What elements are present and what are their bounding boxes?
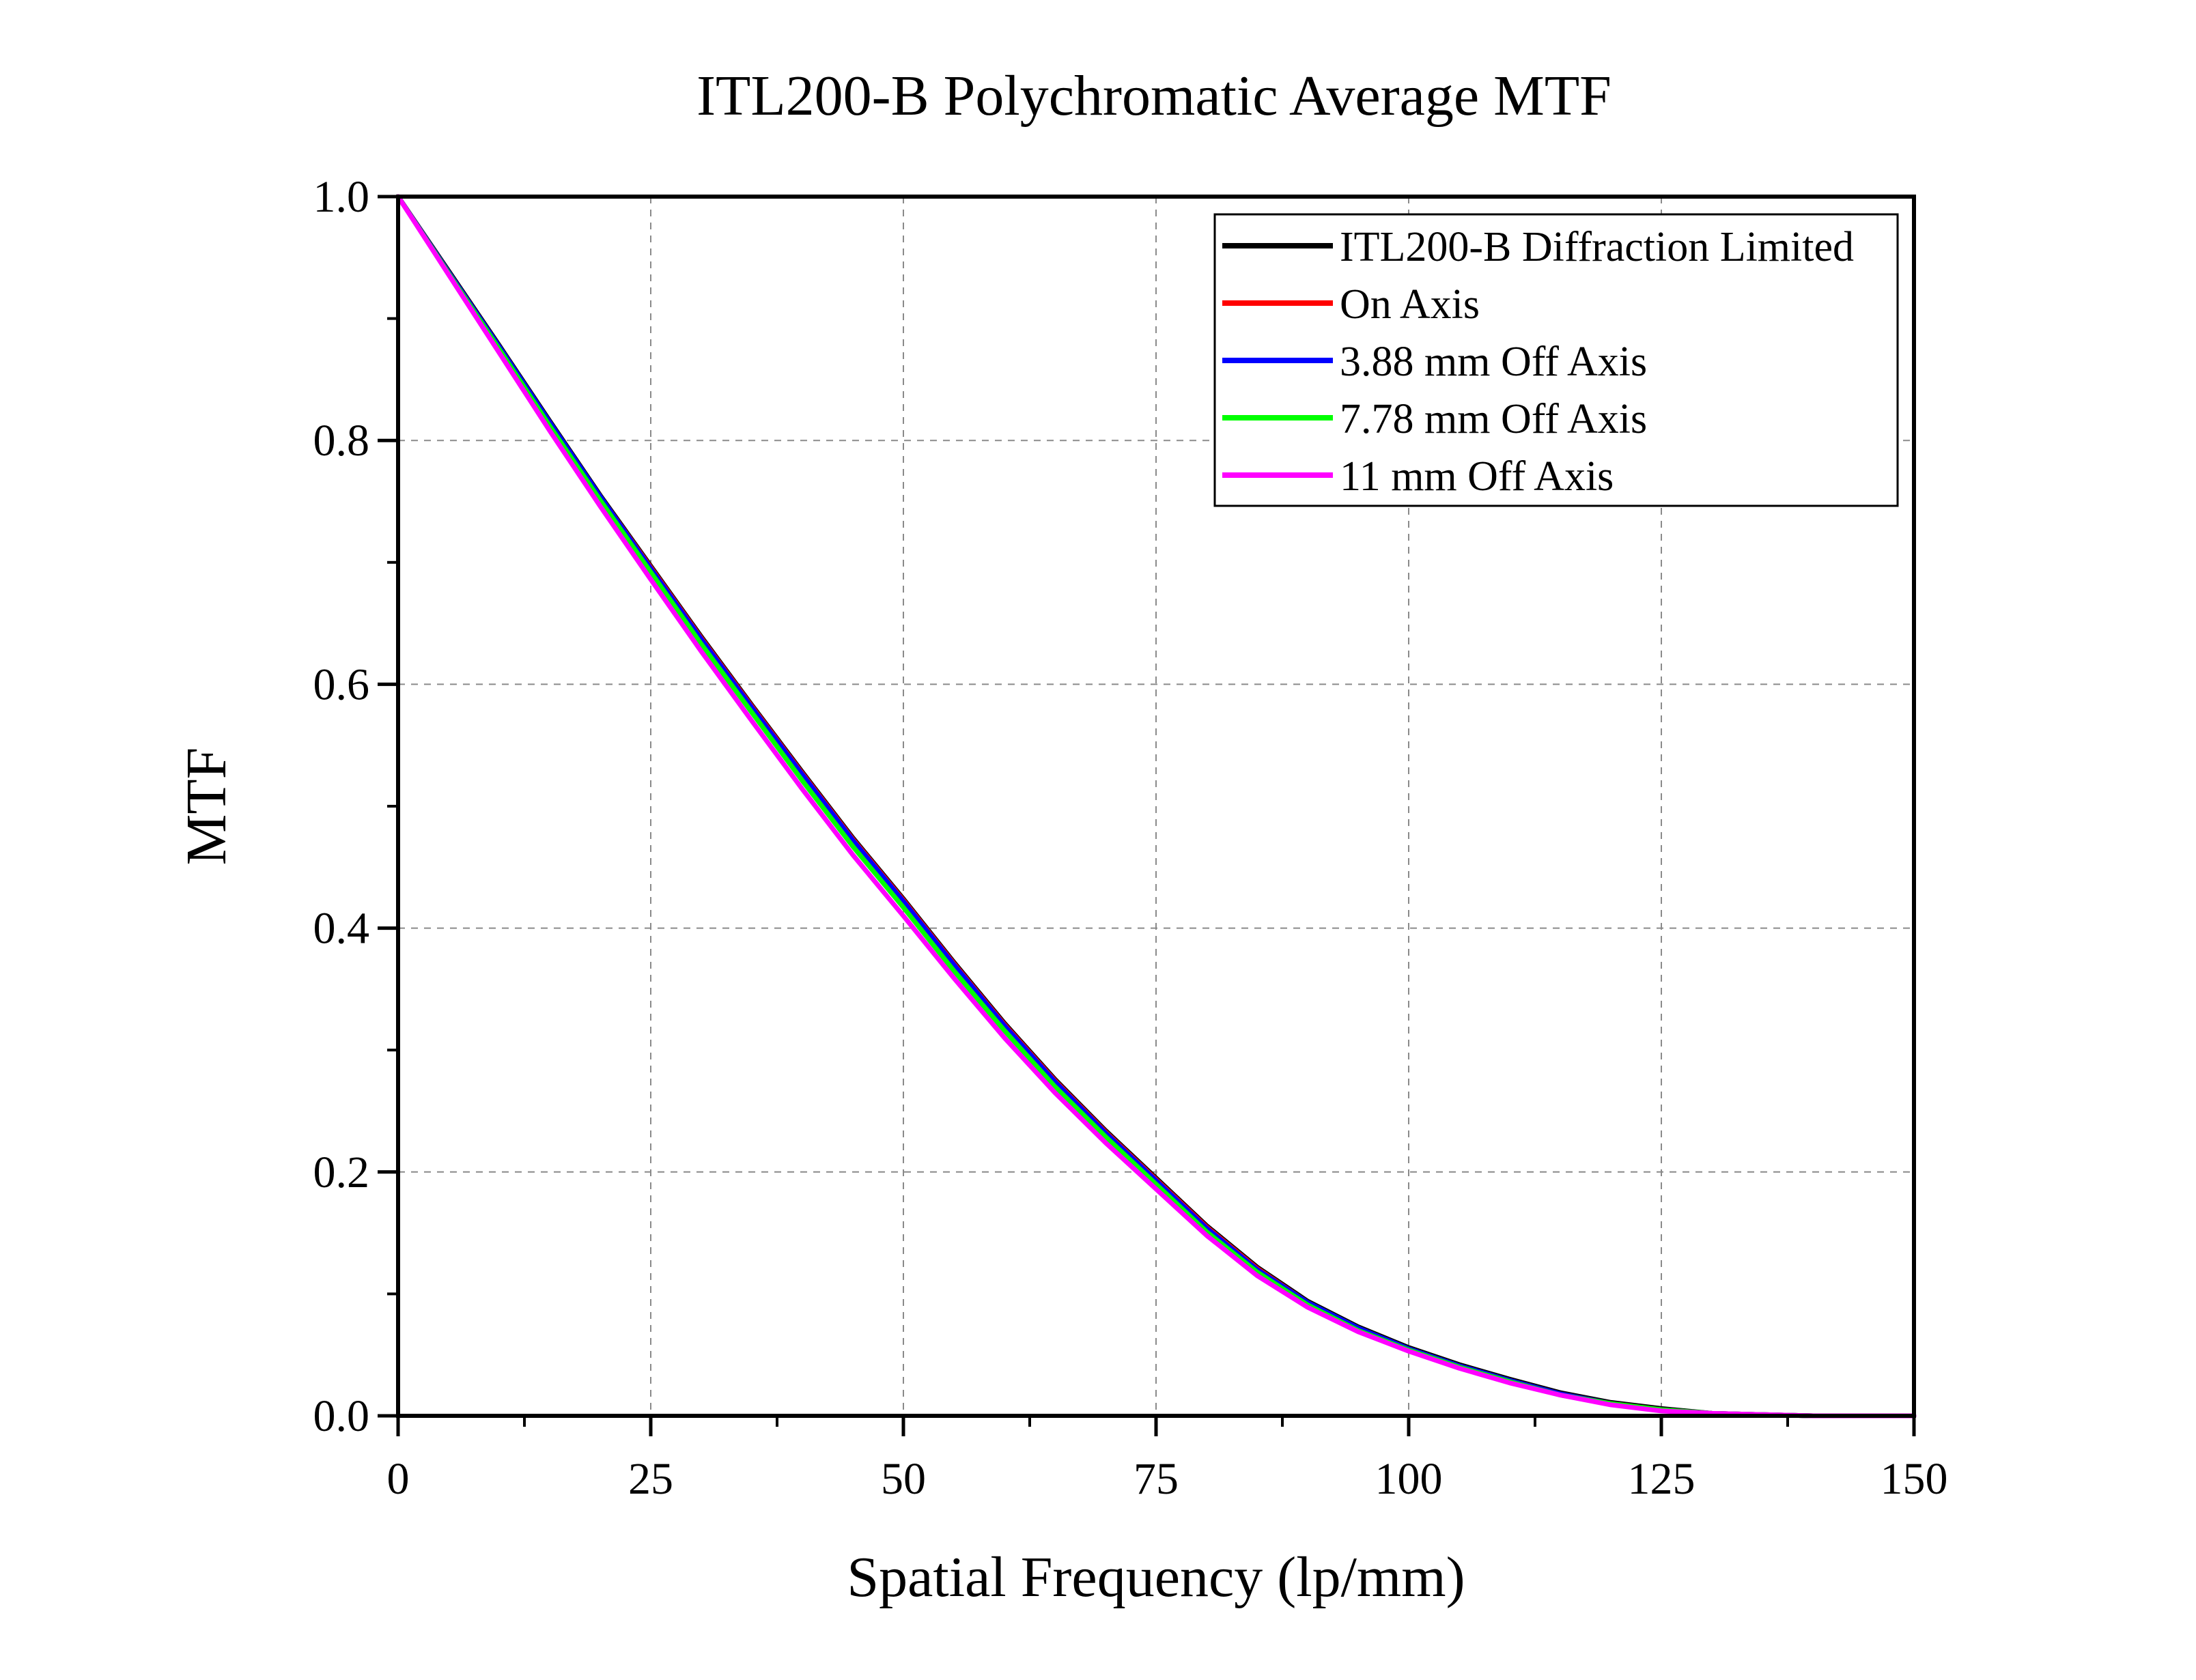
y-tick-labels: 0.0 0.2 0.4 0.6 0.8 1.0: [313, 172, 370, 1441]
series-lines: [395, 194, 1917, 1419]
legend-label: 7.78 mm Off Axis: [1340, 396, 1647, 442]
y-tick-label: 0.2: [313, 1148, 370, 1197]
x-tick-label: 100: [1375, 1454, 1443, 1504]
y-tick-label: 0.8: [313, 416, 370, 466]
y-tick-label: 0.4: [313, 904, 370, 954]
series-line-5: [395, 194, 1917, 1419]
axis-ticks: [378, 195, 1916, 1436]
x-tick-label: 25: [628, 1454, 673, 1504]
legend-label: 3.88 mm Off Axis: [1340, 339, 1647, 385]
legend-label: On Axis: [1340, 281, 1480, 328]
legend-label: ITL200-B Diffraction Limited: [1340, 224, 1854, 270]
legend-items: ITL200-B Diffraction Limited On Axis 3.88 …: [1222, 224, 1854, 500]
x-tick-label: 75: [1134, 1454, 1179, 1504]
y-tick-label: 0.0: [313, 1391, 370, 1441]
legend-box: [1213, 213, 1899, 507]
chart-title: ITL200-B Polychromatic Average MTF: [696, 64, 1611, 128]
y-axis-label: MTF: [175, 748, 238, 866]
y-tick-label: 0.6: [313, 659, 370, 709]
x-tick-label: 125: [1628, 1454, 1695, 1504]
legend-label: 11 mm Off Axis: [1340, 453, 1614, 500]
x-tick-label: 150: [1881, 1454, 1948, 1504]
x-tick-labels: 0 25 50 75 100 125 150: [387, 1454, 1948, 1504]
x-tick-label: 0: [387, 1454, 410, 1504]
y-tick-label: 1.0: [313, 172, 370, 222]
x-tick-label: 50: [881, 1454, 926, 1504]
x-axis-label: Spatial Frequency (lp/mm): [847, 1546, 1465, 1609]
legend: ITL200-B Diffraction Limited On Axis 3.88 …: [1213, 213, 1899, 507]
